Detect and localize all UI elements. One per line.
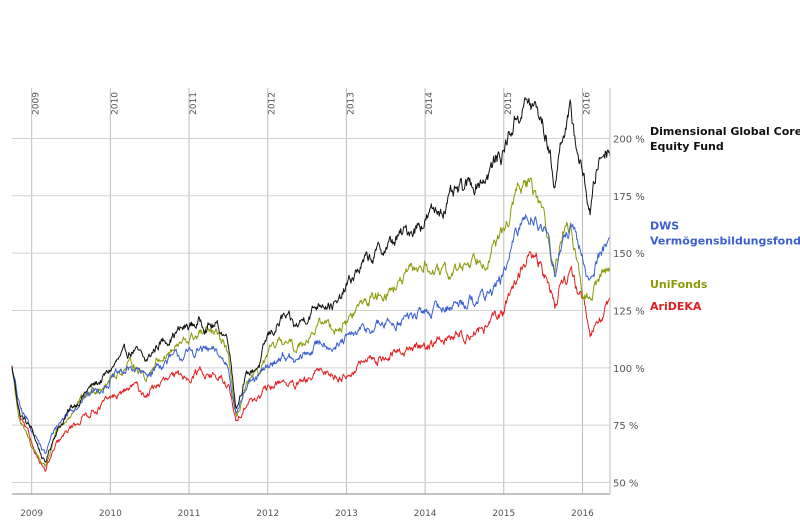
y-axis-tick-labels: 50 % 75 % 100 % 125 % 150 % 175 % 200 %	[613, 134, 645, 489]
axes	[12, 88, 611, 495]
series-line-3	[11, 251, 611, 472]
x-tick-label-bottom: 2010	[99, 509, 122, 519]
x-axis-tick-labels: 2009 2009 2010 2010 2011 2011 2012 2012 2013 2013…	[20, 92, 594, 519]
y-tick-label: 125 %	[613, 306, 645, 317]
y-tick-label: 75 %	[613, 421, 638, 432]
y-tick-label: 150 %	[613, 249, 645, 260]
legend-label-1-1: Vermögensbildungsfonds I	[650, 235, 800, 248]
x-tick-label-bottom: 2016	[571, 509, 594, 519]
legend-label-0-1: Equity Fund	[650, 140, 724, 153]
y-tick-label: 200 %	[613, 134, 645, 145]
series-line-1	[11, 214, 611, 454]
legend-label-0-0: Dimensional Global Core	[650, 125, 800, 138]
x-tick-label-top: 2009	[32, 92, 42, 115]
legend: Dimensional Global Core Equity Fund DWS Ver…	[650, 125, 800, 313]
y-tick-label: 100 %	[613, 364, 645, 375]
y-tick-label: 175 %	[613, 192, 645, 203]
legend-label-2-0: UniFonds	[650, 278, 708, 291]
x-tick-label-bottom: 2013	[335, 509, 358, 519]
x-tick-label-bottom: 2009	[20, 509, 43, 519]
x-tick-label-bottom: 2015	[492, 509, 515, 519]
x-tick-label-top: 2015	[504, 92, 514, 115]
x-tick-label-bottom: 2012	[256, 509, 279, 519]
x-tick-label-top: 2014	[425, 92, 435, 115]
x-tick-label-top: 2010	[110, 92, 120, 115]
x-tick-label-bottom: 2014	[414, 509, 437, 519]
x-tick-label-top: 2012	[268, 92, 278, 115]
legend-label-1-0: DWS	[650, 220, 679, 233]
legend-label-3-0: AriDEKA	[650, 300, 702, 313]
series-line-0	[11, 97, 611, 463]
series-lines	[11, 97, 611, 472]
x-tick-label-top: 2011	[189, 92, 199, 115]
x-tick-label-bottom: 2011	[178, 509, 201, 519]
x-tick-label-top: 2013	[346, 92, 356, 115]
vertical-gridlines	[31, 88, 583, 494]
x-tick-label-top: 2016	[582, 92, 592, 115]
y-tick-label: 50 %	[613, 479, 638, 490]
